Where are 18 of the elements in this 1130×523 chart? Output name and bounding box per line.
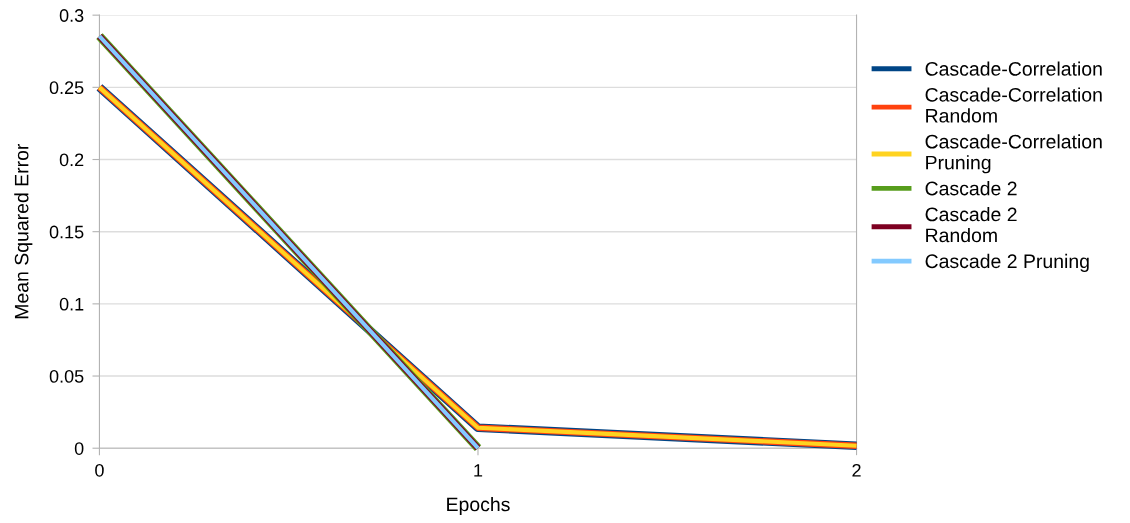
y-tick-label: 0.15 (49, 225, 84, 239)
y-axis-title: Mean Squared Error (14, 143, 33, 319)
y-tick-label: 0.1 (59, 297, 84, 311)
x-tick-label: 0 (95, 463, 104, 477)
legend-label: Cascade-Correlation Pruning (925, 134, 1102, 174)
x-tick-label: 1 (474, 464, 483, 477)
legend-label: Cascade-Correlation Random (925, 87, 1102, 123)
legend-label: Cascade-Correlation (925, 61, 1102, 76)
x-axis-title: Epochs (447, 496, 510, 516)
y-tick-label: 0.25 (49, 81, 84, 95)
y-tick-label: 0.05 (49, 369, 84, 383)
y-tick-label: 0 (74, 442, 84, 455)
y-tick-label: 0.2 (59, 153, 84, 167)
x-tick-label: 2 (852, 463, 861, 477)
y-tick-label: 0.3 (59, 9, 84, 22)
legend-label: Cascade 2 Pruning (925, 253, 1089, 272)
legend-label: Cascade 2 Random (925, 207, 1017, 243)
legend-label: Cascade 2 (925, 181, 1017, 196)
